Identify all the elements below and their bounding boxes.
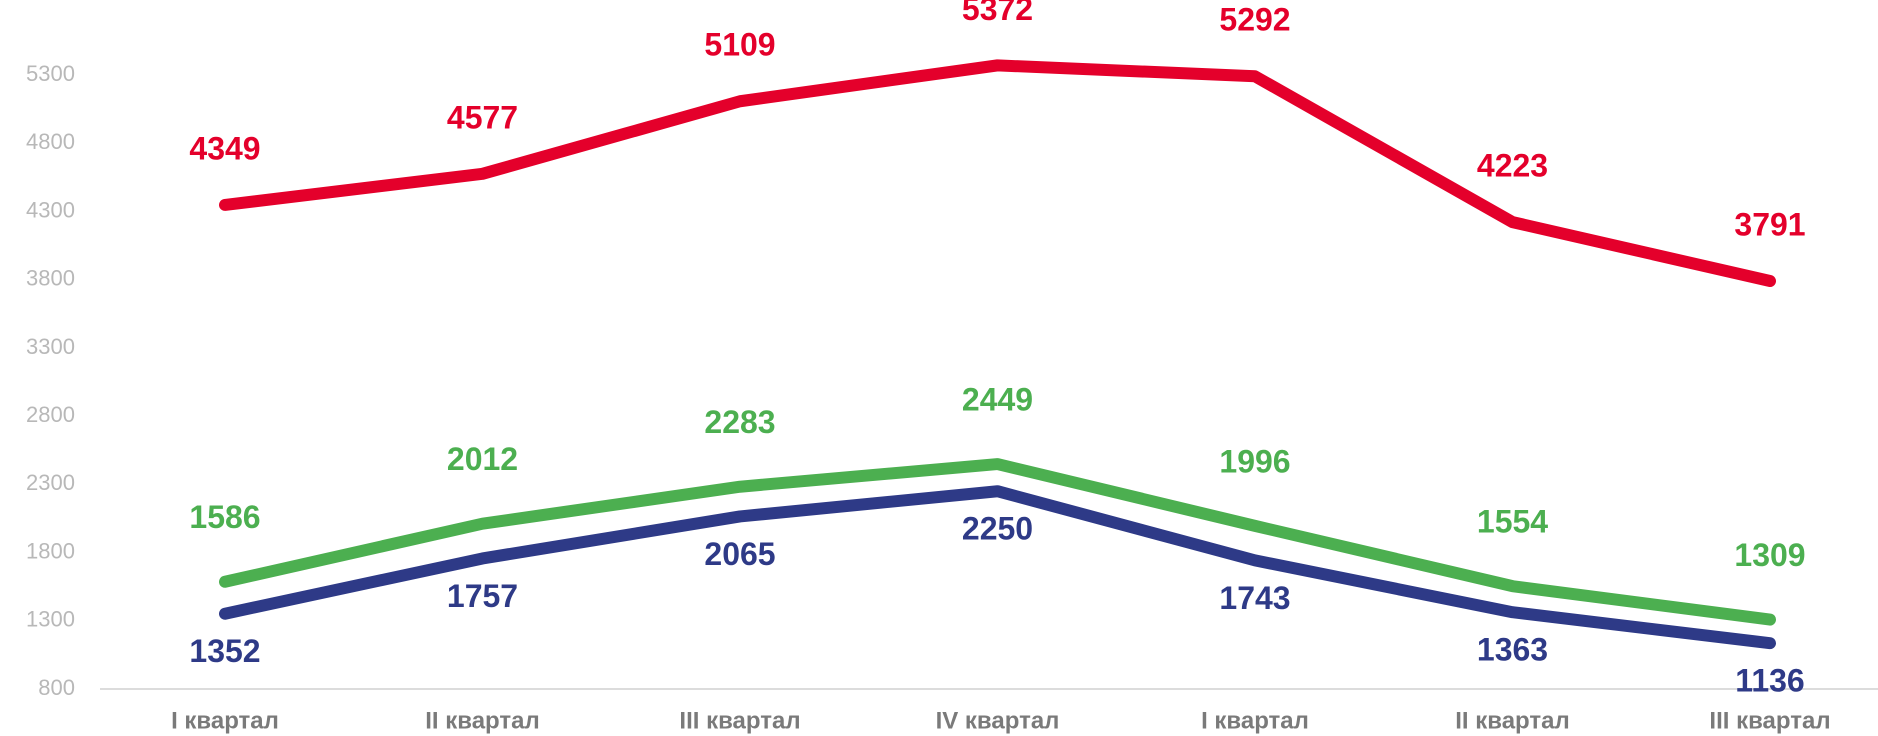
data-label: 1352 <box>189 633 260 669</box>
y-tick-label: 3300 <box>26 334 75 359</box>
y-tick-label: 4300 <box>26 197 75 222</box>
y-tick-label: 2800 <box>26 402 75 427</box>
series-line <box>219 485 1776 650</box>
series-line <box>219 458 1776 626</box>
y-tick-label: 4800 <box>26 129 75 154</box>
x-tick-label: I квартал <box>171 707 279 734</box>
y-tick-label: 1800 <box>26 538 75 563</box>
data-label: 4577 <box>447 99 518 135</box>
x-tick-label: III квартал <box>679 707 800 734</box>
data-label: 1757 <box>447 578 518 614</box>
data-label: 1363 <box>1477 632 1548 668</box>
x-tick-label: III квартал <box>1709 707 1830 734</box>
data-label: 5372 <box>962 0 1033 27</box>
data-label: 4223 <box>1477 148 1548 184</box>
data-label: 2012 <box>447 441 518 477</box>
data-label: 2283 <box>704 404 775 440</box>
y-tick-label: 5300 <box>26 61 75 86</box>
data-label: 1586 <box>189 499 260 535</box>
y-tick-label: 800 <box>38 675 75 700</box>
data-label: 5109 <box>704 27 775 63</box>
data-label: 1136 <box>1735 663 1804 699</box>
x-tick-label: II квартал <box>1455 707 1570 734</box>
data-label: 1554 <box>1477 504 1548 540</box>
x-tick-label: I квартал <box>1201 707 1309 734</box>
data-label: 2449 <box>962 382 1033 418</box>
y-tick-label: 3800 <box>26 266 75 291</box>
data-label: 1309 <box>1734 537 1805 573</box>
x-tick-label: IV квартал <box>936 707 1060 734</box>
data-label: 5292 <box>1219 2 1290 38</box>
data-label: 1996 <box>1219 443 1290 479</box>
data-label: 3791 <box>1734 206 1805 242</box>
data-label: 2250 <box>962 511 1033 547</box>
data-label: 1743 <box>1219 580 1290 616</box>
x-tick-label: II квартал <box>425 707 540 734</box>
data-label: 4349 <box>189 130 260 166</box>
data-label: 2065 <box>704 536 775 572</box>
series-line <box>219 59 1776 288</box>
y-tick-label: 1300 <box>26 607 75 632</box>
y-tick-label: 2300 <box>26 470 75 495</box>
